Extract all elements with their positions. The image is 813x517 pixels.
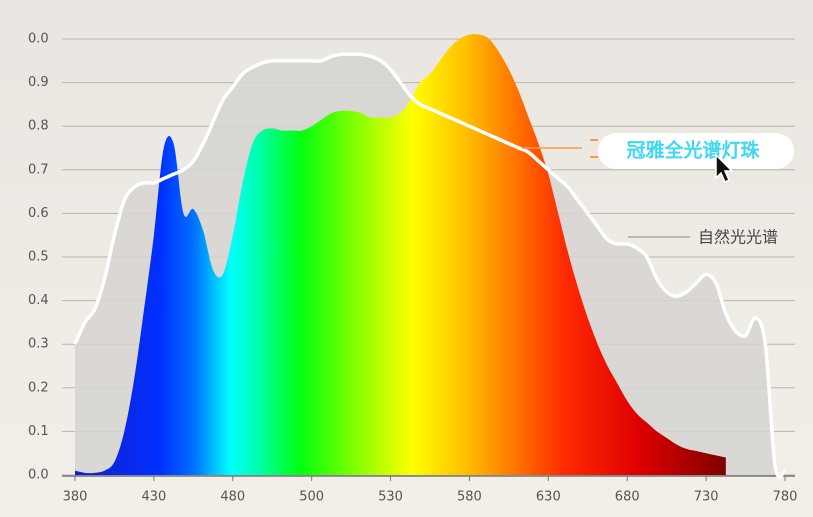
x-tick-label: 680	[615, 490, 640, 505]
cursor	[715, 153, 734, 184]
y-tick-label: 0.5	[28, 250, 49, 265]
x-tick-label: 480	[220, 490, 245, 505]
y-tick-label: 0.6	[28, 206, 49, 221]
legend-label: 冠雅全光谱灯珠	[626, 139, 760, 162]
led-spectrum	[75, 34, 726, 475]
natural-line	[73, 52, 787, 479]
x-tick-label: 580	[457, 490, 482, 505]
y-tick-label: 0.3	[28, 337, 49, 352]
y-tick-label: 0.0	[28, 468, 49, 483]
y-tick-label: 0.7	[28, 162, 49, 177]
y-tick-label: 0.1	[28, 424, 49, 439]
y-tick-label: 0.0	[28, 32, 49, 47]
x-tick-label: 630	[536, 490, 561, 505]
y-tick-label: 0.9	[28, 75, 49, 90]
plot	[73, 34, 787, 479]
x-tick-label: 430	[141, 490, 166, 505]
x-tick-label: 730	[694, 490, 719, 505]
legend-label: 自然光光谱	[698, 228, 778, 247]
x-tick-label: 780	[773, 490, 798, 505]
y-tick-label: 0.4	[28, 293, 49, 308]
x-tick-label: 500	[299, 490, 324, 505]
x-tick-label: 380	[63, 490, 88, 505]
x-tick-label: 530	[378, 490, 403, 505]
labels: 0.0 0.1 0.2 0.3 0.4 0.5 0.6 0.7 0.8 0.9 0.0 380 430 4…	[28, 32, 797, 505]
y-tick-label: 0.2	[28, 380, 49, 395]
legend-pill	[598, 133, 794, 169]
y-tick-label: 0.8	[28, 119, 49, 134]
